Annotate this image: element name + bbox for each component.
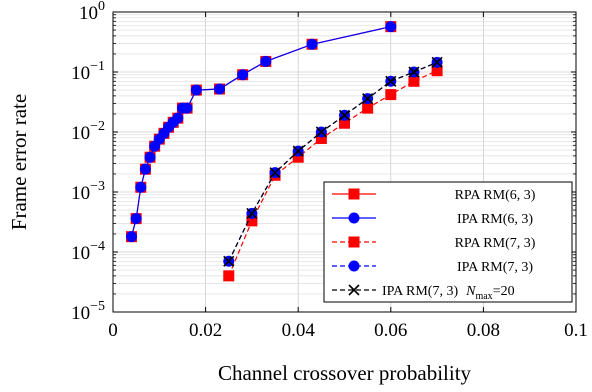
data-point xyxy=(126,231,138,243)
data-point xyxy=(172,112,184,124)
y-tick-label: 100 xyxy=(79,0,105,24)
data-point xyxy=(144,151,156,163)
data-point xyxy=(223,270,235,282)
data-point xyxy=(408,66,420,78)
series-2 xyxy=(126,21,397,243)
y-tick-label: 10−3 xyxy=(71,179,105,204)
data-point xyxy=(315,132,327,144)
data-point xyxy=(431,65,443,77)
y-tick-label: 10−5 xyxy=(71,299,105,324)
data-point xyxy=(213,83,225,95)
data-point xyxy=(246,207,258,219)
legend-label: IPA RM(7, 3) xyxy=(457,260,533,275)
data-series xyxy=(126,21,443,282)
data-point xyxy=(269,167,281,179)
data-point xyxy=(135,181,147,193)
data-point xyxy=(260,55,272,67)
x-tick-label: 0 xyxy=(108,320,118,341)
legend-label: IPA RM(6, 3) xyxy=(457,212,533,227)
data-point xyxy=(385,21,397,33)
data-point xyxy=(385,75,397,87)
legend-marker xyxy=(348,284,360,296)
y-tick-label: 10−2 xyxy=(71,119,105,144)
data-point xyxy=(339,117,350,129)
x-axis-title: Channel crossover probability xyxy=(218,361,472,385)
legend-label: IPA RM(7, 3) Nmax=20 xyxy=(382,284,515,302)
legend-label: RPA RM(6, 3) xyxy=(455,188,536,203)
series-line xyxy=(228,61,438,262)
data-point xyxy=(181,102,193,114)
data-point xyxy=(315,126,327,138)
data-point xyxy=(292,151,304,163)
x-tick-label: 0.1 xyxy=(564,320,588,341)
legend-entry: IPA RM(6, 3) xyxy=(332,212,533,227)
legend-entry: RPA RM(6, 3) xyxy=(332,188,536,203)
x-tick-labels: 0 0.02 0.04 0.06 0.08 0.1 xyxy=(108,320,588,341)
plot-area-frame xyxy=(112,11,577,313)
legend-marker xyxy=(348,260,360,272)
x-tick-label: 0.04 xyxy=(282,320,316,341)
data-point xyxy=(385,89,397,101)
x-tick-label: 0.02 xyxy=(189,320,222,341)
data-point xyxy=(190,84,202,96)
y-tick-label: 10−1 xyxy=(71,59,105,84)
data-point xyxy=(362,93,374,105)
data-point xyxy=(408,75,420,87)
y-tick-labels: 10−5 10−4 10−3 10−2 10−1 100 xyxy=(71,0,105,324)
x-tick-label: 0.06 xyxy=(374,320,407,341)
legend-entry: IPA RM(7, 3) xyxy=(332,260,533,275)
legend-entry: IPA RM(7, 3) Nmax=20 xyxy=(332,284,515,302)
data-point xyxy=(292,145,304,157)
data-point xyxy=(338,109,351,121)
y-tick-label: 10−4 xyxy=(71,239,105,264)
data-point xyxy=(306,38,318,50)
y-axis-title: Frame error rate xyxy=(7,94,31,230)
data-point xyxy=(130,213,142,225)
legend: RPA RM(6, 3) IPA RM(6, 3) RPA RM(7, 3) IPA … xyxy=(323,181,573,303)
legend-marker xyxy=(348,212,360,224)
legend-marker xyxy=(348,188,360,200)
series-line xyxy=(228,70,438,277)
legend-marker xyxy=(348,236,360,248)
legend-label: RPA RM(7, 3) xyxy=(455,236,536,251)
data-point xyxy=(223,255,235,267)
x-tick-label: 0.08 xyxy=(467,320,500,341)
data-point xyxy=(362,102,374,114)
data-point xyxy=(431,56,443,68)
series-5 xyxy=(223,56,443,267)
data-point xyxy=(237,69,249,81)
data-point xyxy=(139,163,151,175)
data-point xyxy=(246,215,258,227)
legend-entry: RPA RM(7, 3) xyxy=(332,236,536,251)
